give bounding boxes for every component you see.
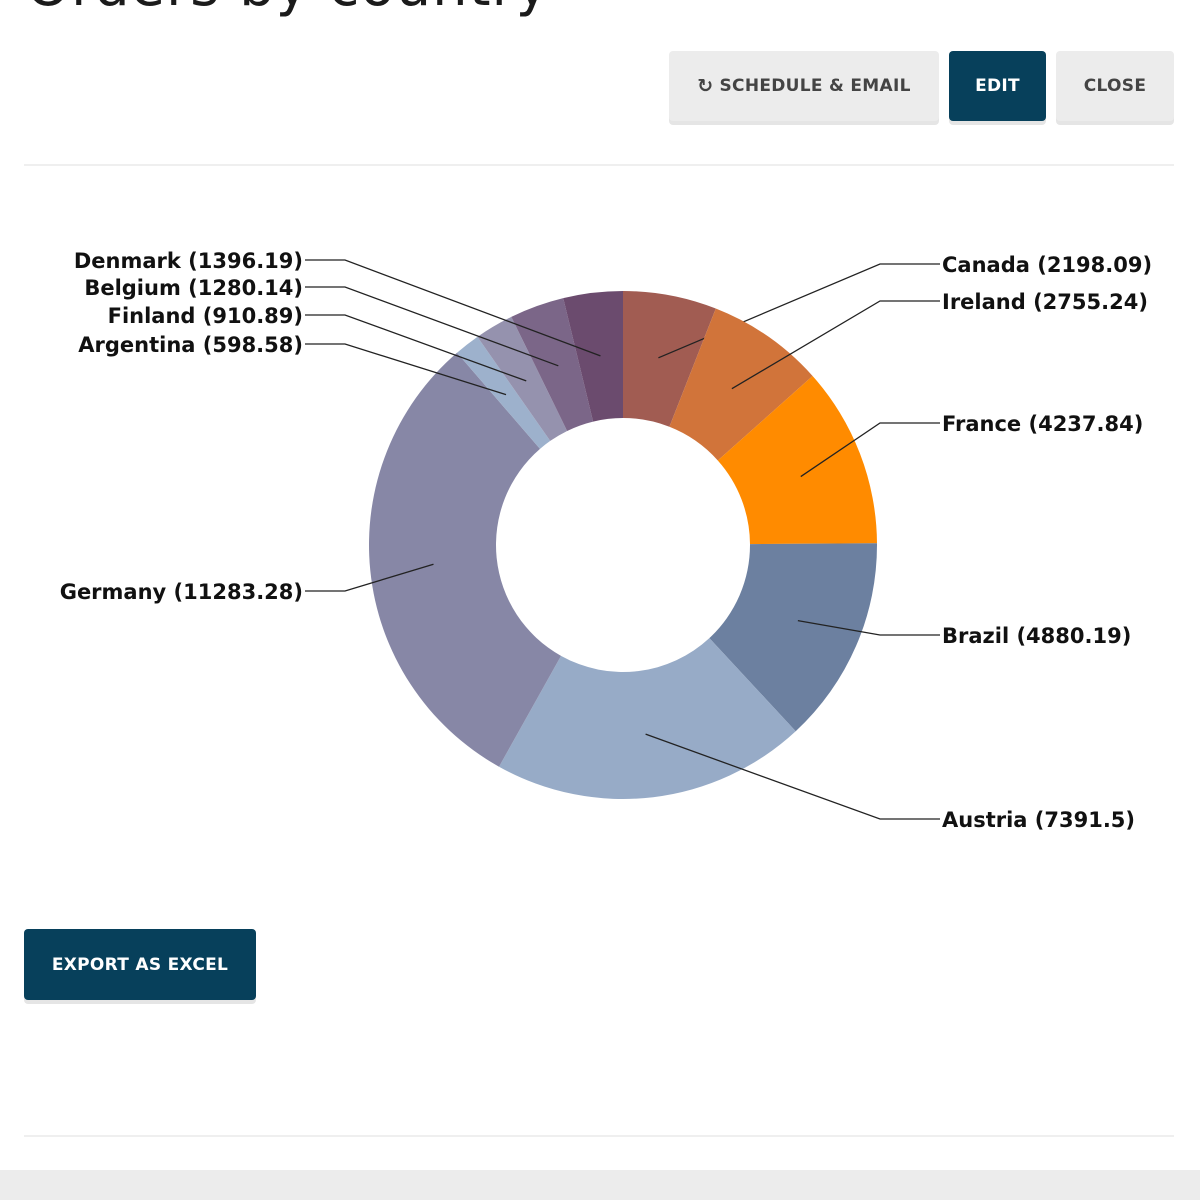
label-france: France (4237.84): [942, 412, 1143, 436]
label-ireland: Ireland (2755.24): [942, 290, 1148, 314]
edit-button[interactable]: EDIT: [949, 51, 1046, 121]
footer-band: [0, 1170, 1200, 1200]
leader-line-ireland: [731, 300, 940, 390]
slice-denmark[interactable]: [563, 291, 623, 422]
leader-line-france: [800, 422, 940, 478]
slice-germany[interactable]: [368, 352, 562, 767]
refresh-icon: ↻: [697, 75, 714, 97]
schedule-email-button[interactable]: ↻ SCHEDULE & EMAIL: [669, 51, 939, 121]
leader-line-austria: [645, 733, 940, 820]
label-austria: Austria (7391.5): [942, 808, 1135, 832]
label-denmark: Denmark (1396.19): [74, 249, 303, 273]
slice-canada[interactable]: [623, 291, 716, 427]
leader-line-finland: [305, 314, 527, 382]
label-belgium: Belgium (1280.14): [84, 276, 303, 300]
export-excel-button[interactable]: EXPORT AS EXCEL: [24, 929, 256, 1000]
label-brazil: Brazil (4880.19): [942, 624, 1131, 648]
schedule-email-label: SCHEDULE & EMAIL: [719, 76, 911, 96]
leader-line-denmark: [305, 259, 601, 357]
label-germany: Germany (11283.28): [60, 580, 303, 604]
label-argentina: Argentina (598.58): [78, 333, 303, 357]
label-canada: Canada (2198.09): [942, 253, 1152, 277]
leader-line-germany: [305, 563, 434, 592]
slice-france[interactable]: [717, 375, 877, 545]
leader-line-brazil: [797, 619, 940, 636]
footer-divider: [24, 1135, 1174, 1137]
slice-ireland[interactable]: [669, 308, 813, 461]
leader-line-belgium: [305, 286, 559, 367]
slice-austria[interactable]: [499, 638, 796, 799]
slice-belgium[interactable]: [511, 298, 594, 431]
slice-brazil[interactable]: [709, 543, 877, 732]
label-finland: Finland (910.89): [108, 304, 303, 328]
close-button[interactable]: CLOSE: [1056, 51, 1174, 121]
toolbar: ↻ SCHEDULE & EMAIL EDIT CLOSE: [669, 51, 1174, 121]
leader-line-argentina: [305, 343, 507, 396]
page-title: Orders by country: [26, 0, 550, 19]
header-divider: [24, 164, 1174, 166]
